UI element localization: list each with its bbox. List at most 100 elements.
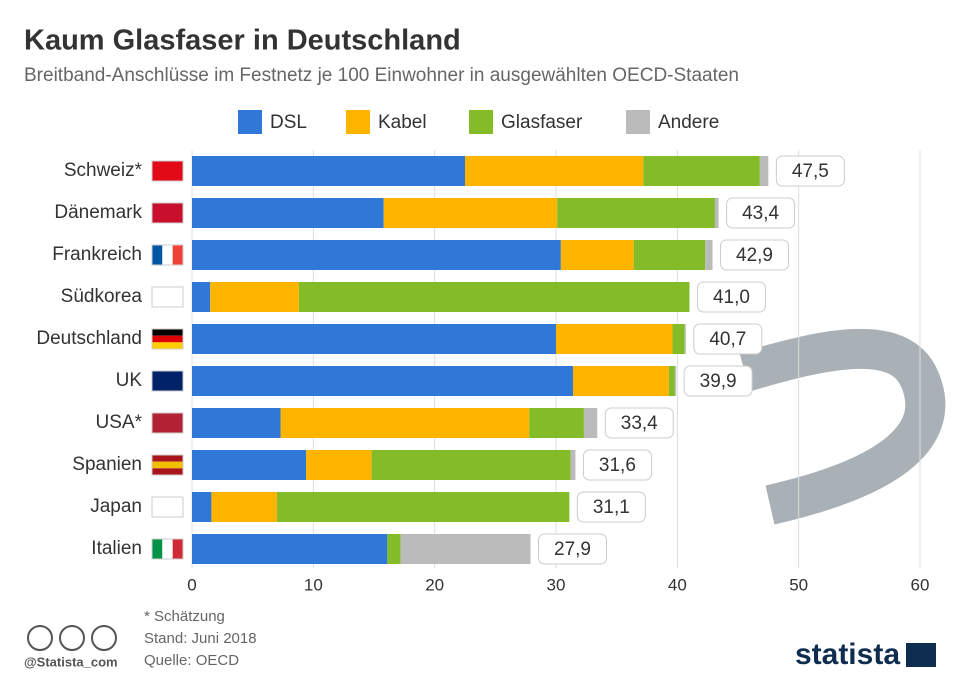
bar-segment xyxy=(192,198,384,228)
bar-segment xyxy=(672,324,685,354)
flag-border xyxy=(151,202,184,224)
flag-border xyxy=(151,538,184,560)
flag xyxy=(162,245,173,265)
bar-segment xyxy=(668,366,675,396)
x-tick-label: 60 xyxy=(911,575,930,594)
flag xyxy=(152,371,183,391)
flag xyxy=(152,539,163,559)
flag-border xyxy=(151,286,184,308)
flag xyxy=(152,335,183,343)
flag-border xyxy=(151,160,184,182)
legend-swatch xyxy=(238,110,262,134)
bar-segment xyxy=(383,198,558,228)
total-box xyxy=(696,281,766,313)
x-tick-label: 10 xyxy=(304,575,323,594)
legend-label: Glasfaser xyxy=(501,112,583,133)
bar-segment xyxy=(759,156,769,186)
bar-segment xyxy=(192,282,211,312)
bar-segment xyxy=(192,408,281,438)
total-label: 39,9 xyxy=(700,371,737,392)
flag-border xyxy=(151,244,184,266)
category-label: Spanien xyxy=(72,454,142,475)
legend-label: DSL xyxy=(270,112,307,133)
bar-segment xyxy=(643,156,760,186)
bar-segment xyxy=(211,492,277,522)
bar-segment xyxy=(560,240,634,270)
bar-segment xyxy=(306,450,372,480)
bar-segment xyxy=(387,534,401,564)
category-label: Frankreich xyxy=(52,244,142,265)
legend-swatch xyxy=(469,110,493,134)
total-label: 43,4 xyxy=(742,203,779,224)
total-label: 47,5 xyxy=(792,161,829,182)
bar-segment xyxy=(371,450,571,480)
total-label: 41,0 xyxy=(713,287,750,308)
total-label: 33,4 xyxy=(621,413,658,434)
category-label: Südkorea xyxy=(61,286,143,307)
bar-segment xyxy=(583,408,598,438)
bar-segment xyxy=(298,282,690,312)
bar-segment xyxy=(572,366,669,396)
total-box xyxy=(720,239,790,271)
bar-segment xyxy=(192,366,573,396)
fiber-decoration xyxy=(739,328,946,525)
total-label: 40,7 xyxy=(709,329,746,350)
legend-label: Andere xyxy=(658,112,719,133)
bar-segment xyxy=(556,324,673,354)
flag-border xyxy=(151,496,184,518)
cc-icons xyxy=(27,625,117,651)
x-tick-label: 0 xyxy=(187,575,196,594)
bar-segment xyxy=(674,366,677,396)
bar-segment xyxy=(192,534,388,564)
flag xyxy=(152,497,183,517)
flag xyxy=(172,245,183,265)
category-label: Japan xyxy=(90,496,142,517)
bar-segment xyxy=(400,534,531,564)
flag xyxy=(172,539,183,559)
bar-segment xyxy=(192,240,561,270)
footnote: * Schätzung xyxy=(144,608,225,625)
flag xyxy=(152,468,183,475)
handle: @Statista_com xyxy=(24,654,118,669)
bar-segment xyxy=(192,450,307,480)
bar-segment xyxy=(192,492,212,522)
total-label: 27,9 xyxy=(554,539,591,560)
bar-segment xyxy=(684,324,686,354)
legend-label: Kabel xyxy=(378,112,427,133)
flag xyxy=(152,455,183,462)
flag xyxy=(152,329,183,336)
footnote: Quelle: OECD xyxy=(144,652,239,669)
total-box xyxy=(604,407,674,439)
category-label: UK xyxy=(116,370,143,391)
total-label: 31,1 xyxy=(593,497,630,518)
bar-segment xyxy=(570,450,576,480)
bar-segment xyxy=(714,198,719,228)
bar-segment xyxy=(705,240,713,270)
flag xyxy=(152,203,183,223)
category-label: Deutschland xyxy=(36,328,142,349)
legend-swatch xyxy=(626,110,650,134)
bar-segment xyxy=(529,408,584,438)
bar-segment xyxy=(192,324,556,354)
category-label: Dänemark xyxy=(54,202,142,223)
flag xyxy=(152,342,183,349)
category-label: Italien xyxy=(91,538,142,559)
flag xyxy=(152,413,183,433)
flag xyxy=(152,461,183,469)
flag xyxy=(152,161,183,181)
flag-border xyxy=(151,454,184,476)
bar-segment xyxy=(210,282,299,312)
flag-border xyxy=(151,412,184,434)
bar-segment xyxy=(280,408,530,438)
x-tick-label: 20 xyxy=(425,575,444,594)
bar-segment xyxy=(633,240,706,270)
x-tick-label: 40 xyxy=(668,575,687,594)
flag xyxy=(162,539,173,559)
total-box xyxy=(775,155,845,187)
x-tick-label: 50 xyxy=(789,575,808,594)
brand: statista xyxy=(795,638,900,671)
chart-title: Kaum Glasfaser in Deutschland xyxy=(24,25,461,57)
footnote: Stand: Juni 2018 xyxy=(144,630,257,647)
brand-logo xyxy=(906,643,936,667)
total-box xyxy=(576,491,646,523)
